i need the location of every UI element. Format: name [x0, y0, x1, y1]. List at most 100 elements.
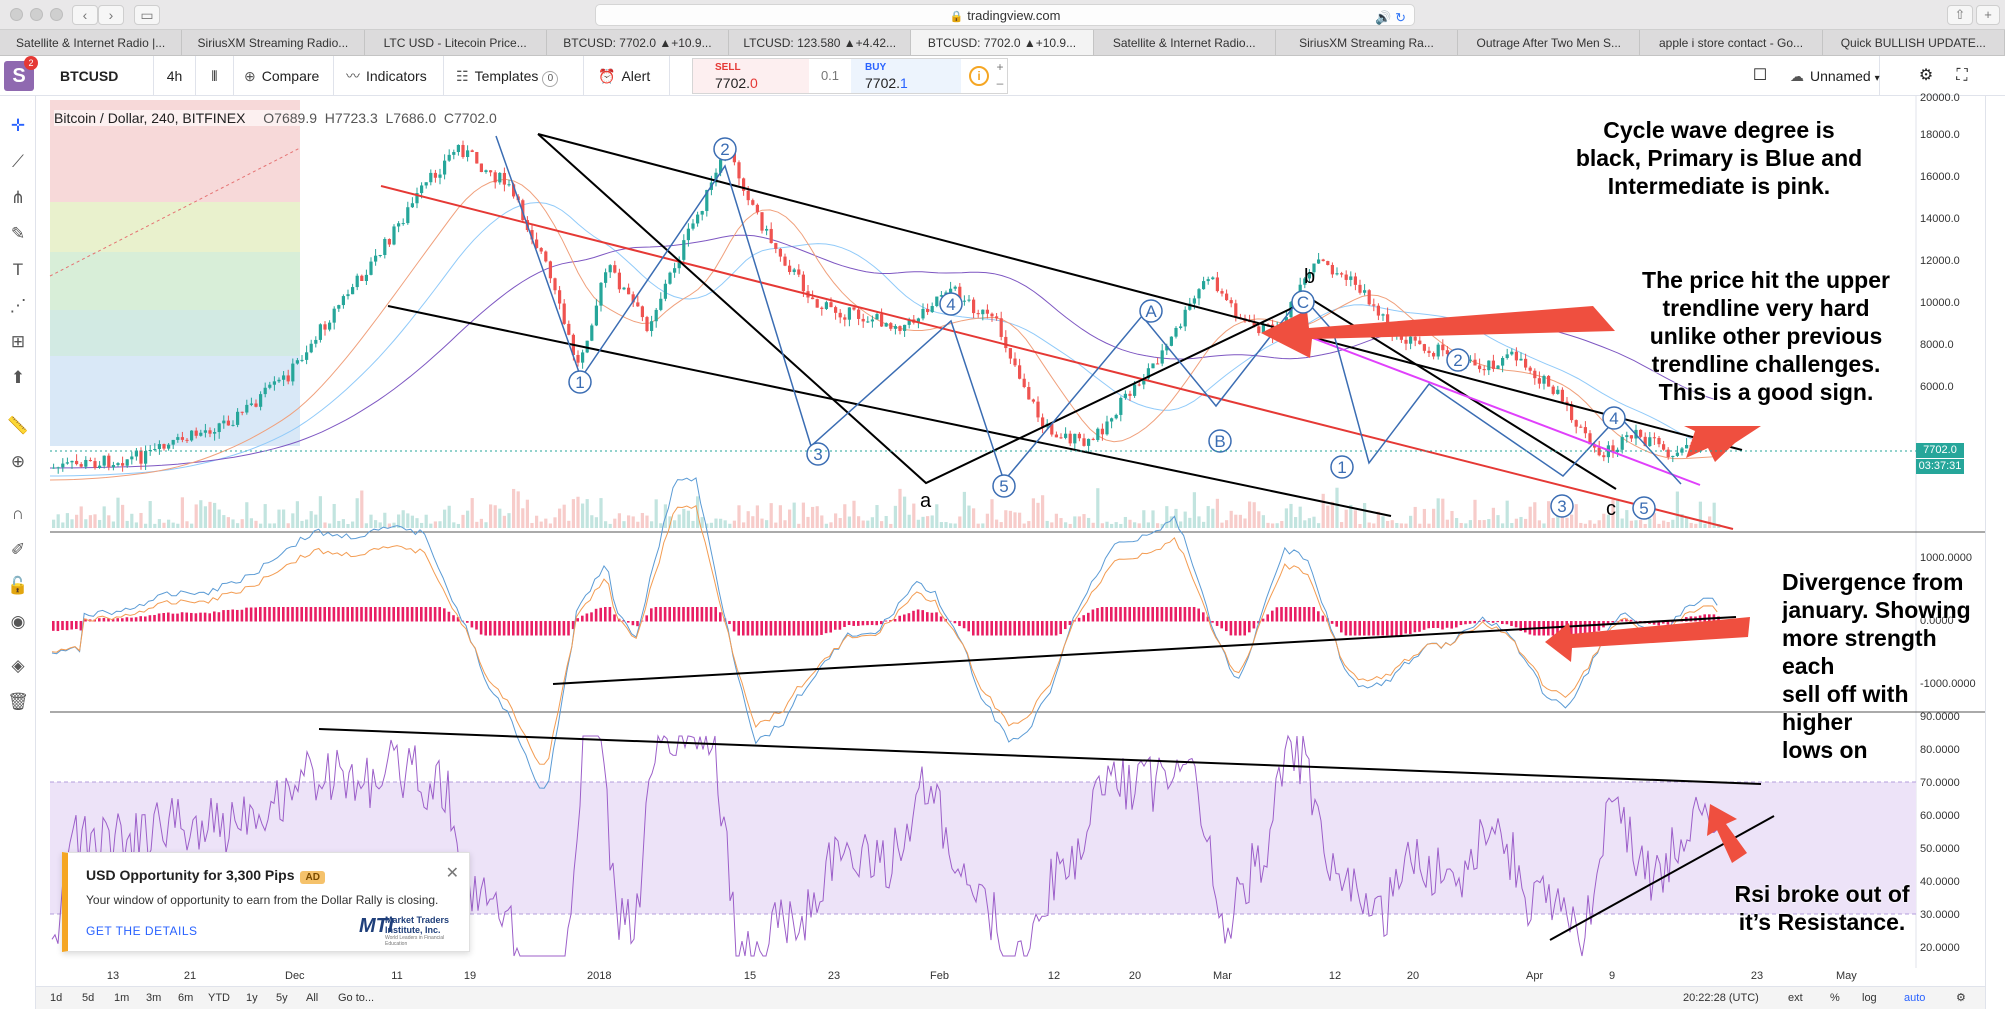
candle-body: [544, 251, 548, 262]
browser-tab[interactable]: LTCUSD: 123.580 ▲+4.42...: [729, 30, 912, 55]
back-icon[interactable]: ‹: [72, 5, 98, 25]
select-layout-icon[interactable]: ☐: [1752, 67, 1768, 84]
macd-histogram-bar: [1450, 621, 1453, 629]
templates-button[interactable]: ☷ Templates 0: [444, 56, 584, 96]
alert-button[interactable]: ⏰ Alert: [584, 56, 670, 96]
magnet-icon[interactable]: ∩: [11, 504, 25, 523]
candle-body: [778, 248, 782, 257]
compare-button[interactable]: ⊕ Compare: [234, 56, 334, 96]
trendline-icon[interactable]: ⟋: [12, 152, 24, 171]
forward-icon[interactable]: ›: [98, 5, 124, 25]
gear-icon[interactable]: ⚙: [1956, 992, 1966, 1004]
zoom-window-icon[interactable]: [50, 8, 63, 21]
symbol-search[interactable]: BTCUSD: [44, 56, 154, 96]
interval-selector[interactable]: 4h: [154, 56, 196, 96]
range-1d[interactable]: 1d: [50, 992, 63, 1004]
browser-tab[interactable]: BTCUSD: 7702.0 ▲+10.9...: [547, 30, 730, 55]
macd-histogram-bar: [107, 618, 110, 622]
browser-tab[interactable]: LTC USD - Litecoin Price...: [365, 30, 547, 55]
goto-date-button[interactable]: Go to...: [338, 992, 375, 1004]
candle-body: [967, 299, 971, 301]
browser-tab[interactable]: Quick BULLISH UPDATE...: [1823, 30, 2005, 55]
range-3m[interactable]: 3m: [146, 992, 162, 1004]
auto-toggle[interactable]: auto: [1904, 992, 1926, 1004]
browser-tab-active[interactable]: BTCUSD: 7702.0 ▲+10.9...: [911, 30, 1094, 55]
ad-cta-link[interactable]: GET THE DETAILS: [86, 924, 198, 938]
browser-tab[interactable]: SiriusXM Streaming Radio...: [182, 30, 365, 55]
red-channel-line[interactable]: [380, 185, 1734, 530]
ext-toggle[interactable]: ext: [1788, 992, 1803, 1004]
pattern-icon[interactable]: ⋰: [9, 296, 27, 315]
percent-toggle[interactable]: %: [1830, 992, 1840, 1004]
cycle-wave-abc[interactable]: [537, 133, 1617, 490]
stay-in-draw-icon[interactable]: ✐: [10, 540, 26, 559]
candle-body: [295, 360, 299, 364]
ad-popup[interactable]: USD Opportunity for 3,300 Pips AD Your wi…: [62, 852, 470, 952]
minimize-window-icon[interactable]: [30, 8, 43, 21]
black-upper-trendline[interactable]: [537, 133, 1743, 451]
range-ytd[interactable]: YTD: [208, 992, 230, 1004]
trash-icon[interactable]: 🗑: [7, 692, 29, 711]
share-icon[interactable]: ⇧: [1947, 5, 1973, 25]
buy-button[interactable]: BUY 7702.1: [851, 59, 961, 93]
range-5d[interactable]: 5d: [82, 992, 95, 1004]
volume-bar: [1183, 511, 1187, 528]
macd-histogram-bar: [1519, 621, 1522, 631]
info-icon[interactable]: i: [969, 66, 989, 86]
pitchfork-icon[interactable]: ⋔: [10, 188, 26, 207]
range-all[interactable]: All: [306, 992, 319, 1004]
sidebar-toggle-icon[interactable]: ▭: [134, 5, 160, 25]
utc-clock[interactable]: 20:22:28 (UTC): [1683, 992, 1759, 1004]
lock-icon[interactable]: 🔓: [7, 576, 29, 595]
browser-tab[interactable]: Outrage After Two Men S...: [1458, 30, 1641, 55]
price-chart-svg[interactable]: 1 2 3 4 5 A B C 1 2 3 4 5: [36, 96, 1985, 968]
drawing-toolbar: ✛ ⟋ ⋔ ✎ T ⋰ ⊞ ⬆ 📏 ⊕ ∩ ✐ 🔓 ◉ ◈ 🗑: [0, 96, 36, 1009]
fullscreen-icon[interactable]: ⛶: [1956, 67, 1968, 84]
range-1y[interactable]: 1y: [246, 992, 258, 1004]
brush-icon[interactable]: ✎: [10, 224, 26, 243]
eye-icon[interactable]: ◉: [10, 612, 26, 631]
measure-icon[interactable]: ⊞: [10, 332, 26, 351]
zoom-icon[interactable]: ⊕: [10, 452, 26, 471]
macd-histogram-bar: [1307, 607, 1311, 622]
range-6m[interactable]: 6m: [178, 992, 194, 1004]
layers-icon[interactable]: ◈: [11, 656, 25, 675]
collapse-minus-icon[interactable]: –: [996, 76, 1004, 90]
ruler-icon[interactable]: 📏: [7, 416, 29, 435]
browser-tab[interactable]: apple i store contact - Go...: [1640, 30, 1823, 55]
volume-bar: [305, 519, 309, 528]
text-icon[interactable]: T: [12, 260, 24, 279]
close-window-icon[interactable]: [10, 8, 23, 21]
macd-trendline[interactable]: [552, 616, 1737, 685]
log-toggle[interactable]: log: [1862, 992, 1877, 1004]
volume-bar: [898, 488, 902, 528]
chart-style-button[interactable]: ⫴: [196, 56, 234, 96]
candle-body: [976, 313, 980, 315]
browser-tab[interactable]: Satellite & Internet Radio...: [1094, 30, 1276, 55]
browser-tab[interactable]: SiriusXM Streaming Ra...: [1276, 30, 1459, 55]
drawings[interactable]: [36, 96, 1743, 530]
expand-plus-icon[interactable]: +: [996, 60, 1004, 74]
indicators-button[interactable]: 〰 Indicators: [334, 56, 444, 96]
rsi-resistance-line[interactable]: [318, 728, 1762, 785]
volume-bar: [788, 509, 792, 528]
volume-bar: [1271, 523, 1275, 528]
arrow-up-icon[interactable]: ⬆: [10, 368, 26, 387]
layout-name-button[interactable]: ☁ Unnamed ▾: [1780, 56, 1880, 96]
close-icon[interactable]: ✕: [445, 865, 459, 882]
new-tab-icon[interactable]: +: [1976, 5, 2000, 25]
intermediate-pink-line[interactable]: [1280, 325, 1701, 486]
black-lower-channel[interactable]: [387, 305, 1392, 517]
crosshair-icon[interactable]: ✛: [10, 116, 26, 135]
volume-bar: [249, 518, 253, 528]
sell-button[interactable]: SELL 7702.0: [693, 59, 809, 93]
address-bar[interactable]: 🔒 tradingview.com 🔊 ↻: [595, 4, 1415, 26]
range-5y[interactable]: 5y: [276, 992, 288, 1004]
rsi-support-line[interactable]: [1549, 815, 1775, 941]
browser-tab[interactable]: Satellite & Internet Radio |...: [0, 30, 183, 55]
audio-reload-icons[interactable]: 🔊 ↻: [1375, 10, 1406, 25]
range-1m[interactable]: 1m: [114, 992, 130, 1004]
gear-icon[interactable]: ⚙: [1918, 67, 1934, 84]
primary-wave-blue[interactable]: [495, 135, 1682, 485]
